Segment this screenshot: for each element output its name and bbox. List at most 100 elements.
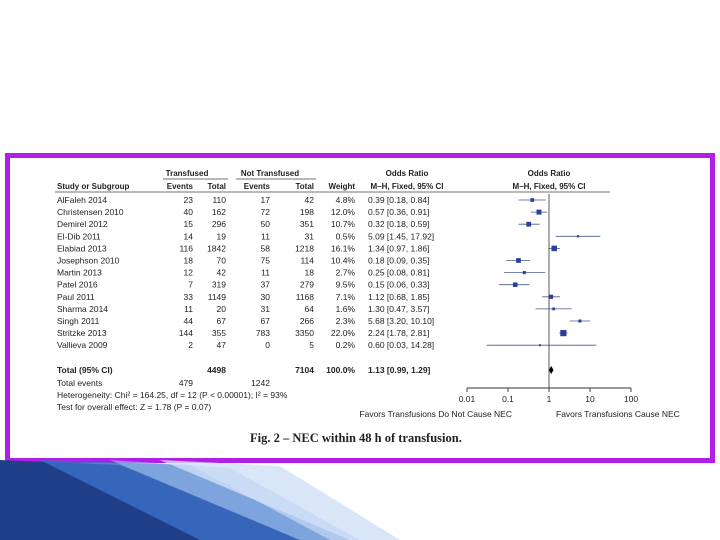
transfused-events: 18 xyxy=(184,256,194,266)
total-label: Total (95% CI) xyxy=(57,365,113,375)
not-transfused-events: 37 xyxy=(261,280,271,290)
effect-marker xyxy=(530,198,535,202)
study-name: Stritzke 2013 xyxy=(57,328,107,338)
header-t-total: Total xyxy=(207,182,226,191)
or-text-cell: 1.30 [0.47, 3.57] xyxy=(368,304,429,314)
effect-marker xyxy=(560,330,567,337)
x-tick-label: 10 xyxy=(585,394,595,404)
transfused-events: 33 xyxy=(184,292,194,302)
not-transfused-total: 3350 xyxy=(295,328,314,338)
study-name: Josephson 2010 xyxy=(57,256,120,266)
transfused-total: 42 xyxy=(217,268,227,278)
not-transfused-total: 114 xyxy=(300,256,314,266)
transfused-events: 14 xyxy=(184,231,194,241)
or-text-cell: 0.32 [0.18, 0.59] xyxy=(368,219,429,229)
not-transfused-events: 31 xyxy=(261,304,271,314)
weight-cell: 4.8% xyxy=(336,195,356,205)
transfused-total: 296 xyxy=(212,219,226,229)
effect-marker xyxy=(538,344,541,347)
figure-caption: Fig. 2 – NEC within 48 h of transfusion. xyxy=(250,431,462,445)
header-transfused: Transfused xyxy=(166,169,209,178)
not-transfused-events: 75 xyxy=(261,256,271,266)
not-transfused-events: 30 xyxy=(261,292,271,302)
transfused-events: 15 xyxy=(184,219,194,229)
transfused-total: 1842 xyxy=(207,243,226,253)
or-text-cell: 0.39 [0.18, 0.84] xyxy=(368,195,429,205)
header-or-plot-title: Odds Ratio xyxy=(528,169,571,178)
effect-marker xyxy=(526,221,532,227)
study-name: El-Dib 2011 xyxy=(57,231,101,241)
total-or-text: 1.13 [0.99, 1.29] xyxy=(368,365,431,375)
not-transfused-events: 67 xyxy=(261,316,271,326)
not-transfused-events: 50 xyxy=(261,219,271,229)
forest-marks xyxy=(486,194,601,388)
transfused-total: 70 xyxy=(217,256,227,266)
not-transfused-total: 18 xyxy=(305,268,315,278)
deco-wedge-pale xyxy=(160,460,400,540)
header-weight: Weight xyxy=(328,182,355,191)
effect-marker xyxy=(551,245,557,252)
transfused-total: 1149 xyxy=(208,292,227,302)
transfused-events: 11 xyxy=(184,304,193,314)
study-name: Paul 2011 xyxy=(57,292,95,302)
or-text-cell: 5.09 [1.45, 17.92] xyxy=(368,231,434,241)
total-events-t: 479 xyxy=(179,378,193,388)
heterogeneity-text: Heterogeneity: Chi² = 164.25, df = 12 (P… xyxy=(57,390,288,400)
effect-marker xyxy=(576,235,580,238)
transfused-total: 19 xyxy=(217,231,227,241)
not-transfused-events: 58 xyxy=(261,243,271,253)
total-weight: 100.0% xyxy=(326,365,355,375)
effect-marker xyxy=(552,307,556,311)
not-transfused-total: 266 xyxy=(300,316,314,326)
or-text-cell: 0.15 [0.06, 0.33] xyxy=(368,280,429,290)
not-transfused-total: 5 xyxy=(309,340,314,350)
x-tick-label: 0.01 xyxy=(459,394,476,404)
not-transfused-events: 72 xyxy=(261,207,271,217)
x-tick-label: 1 xyxy=(547,394,552,404)
study-name: Sharma 2014 xyxy=(57,304,108,314)
study-name: Singh 2011 xyxy=(57,316,100,326)
header-study: Study or Subgroup xyxy=(57,182,130,191)
not-transfused-total: 198 xyxy=(300,207,314,217)
not-transfused-events: 17 xyxy=(261,195,271,205)
study-name: Vallieva 2009 xyxy=(57,340,108,350)
effect-marker xyxy=(512,282,518,287)
transfused-total: 110 xyxy=(212,195,226,205)
study-name: Christensen 2010 xyxy=(57,207,124,217)
weight-cell: 2.7% xyxy=(336,268,356,278)
not-transfused-total: 31 xyxy=(305,231,315,241)
header-or-text-title: Odds Ratio xyxy=(386,169,429,178)
transfused-events: 12 xyxy=(184,268,194,278)
not-transfused-events: 783 xyxy=(256,328,270,338)
weight-cell: 9.5% xyxy=(336,280,356,290)
effect-marker xyxy=(536,209,542,215)
transfused-events: 23 xyxy=(184,195,194,205)
not-transfused-total: 1168 xyxy=(296,292,315,302)
not-transfused-total: 279 xyxy=(300,280,314,290)
transfused-total: 20 xyxy=(217,304,227,314)
effect-marker xyxy=(578,319,582,323)
weight-cell: 10.7% xyxy=(331,219,356,229)
study-name: Elabiad 2013 xyxy=(57,243,107,253)
transfused-total: 47 xyxy=(217,340,227,350)
transfused-events: 2 xyxy=(188,340,193,350)
header-n-events: Events xyxy=(244,182,271,191)
not-transfused-total: 351 xyxy=(300,219,314,229)
study-rows: AlFaleh 2014 23 110 17 42 4.8% 0.39 [0.18, 0.8… xyxy=(57,195,434,350)
header-t-events: Events xyxy=(167,182,194,191)
not-transfused-events: 11 xyxy=(261,268,270,278)
weight-cell: 7.1% xyxy=(336,292,356,302)
transfused-total: 162 xyxy=(212,207,226,217)
not-transfused-total: 64 xyxy=(305,304,315,314)
weight-cell: 10.4% xyxy=(331,256,356,266)
effect-marker xyxy=(522,271,526,275)
weight-cell: 1.6% xyxy=(336,304,356,314)
study-name: AlFaleh 2014 xyxy=(57,195,107,205)
not-transfused-total: 42 xyxy=(305,195,315,205)
x-tick-label: 0.1 xyxy=(502,394,514,404)
effect-marker xyxy=(516,258,521,263)
or-text-cell: 1.12 [0.68, 1.85] xyxy=(368,292,429,302)
slide-decoration xyxy=(0,460,400,540)
overall-diamond xyxy=(548,366,554,374)
